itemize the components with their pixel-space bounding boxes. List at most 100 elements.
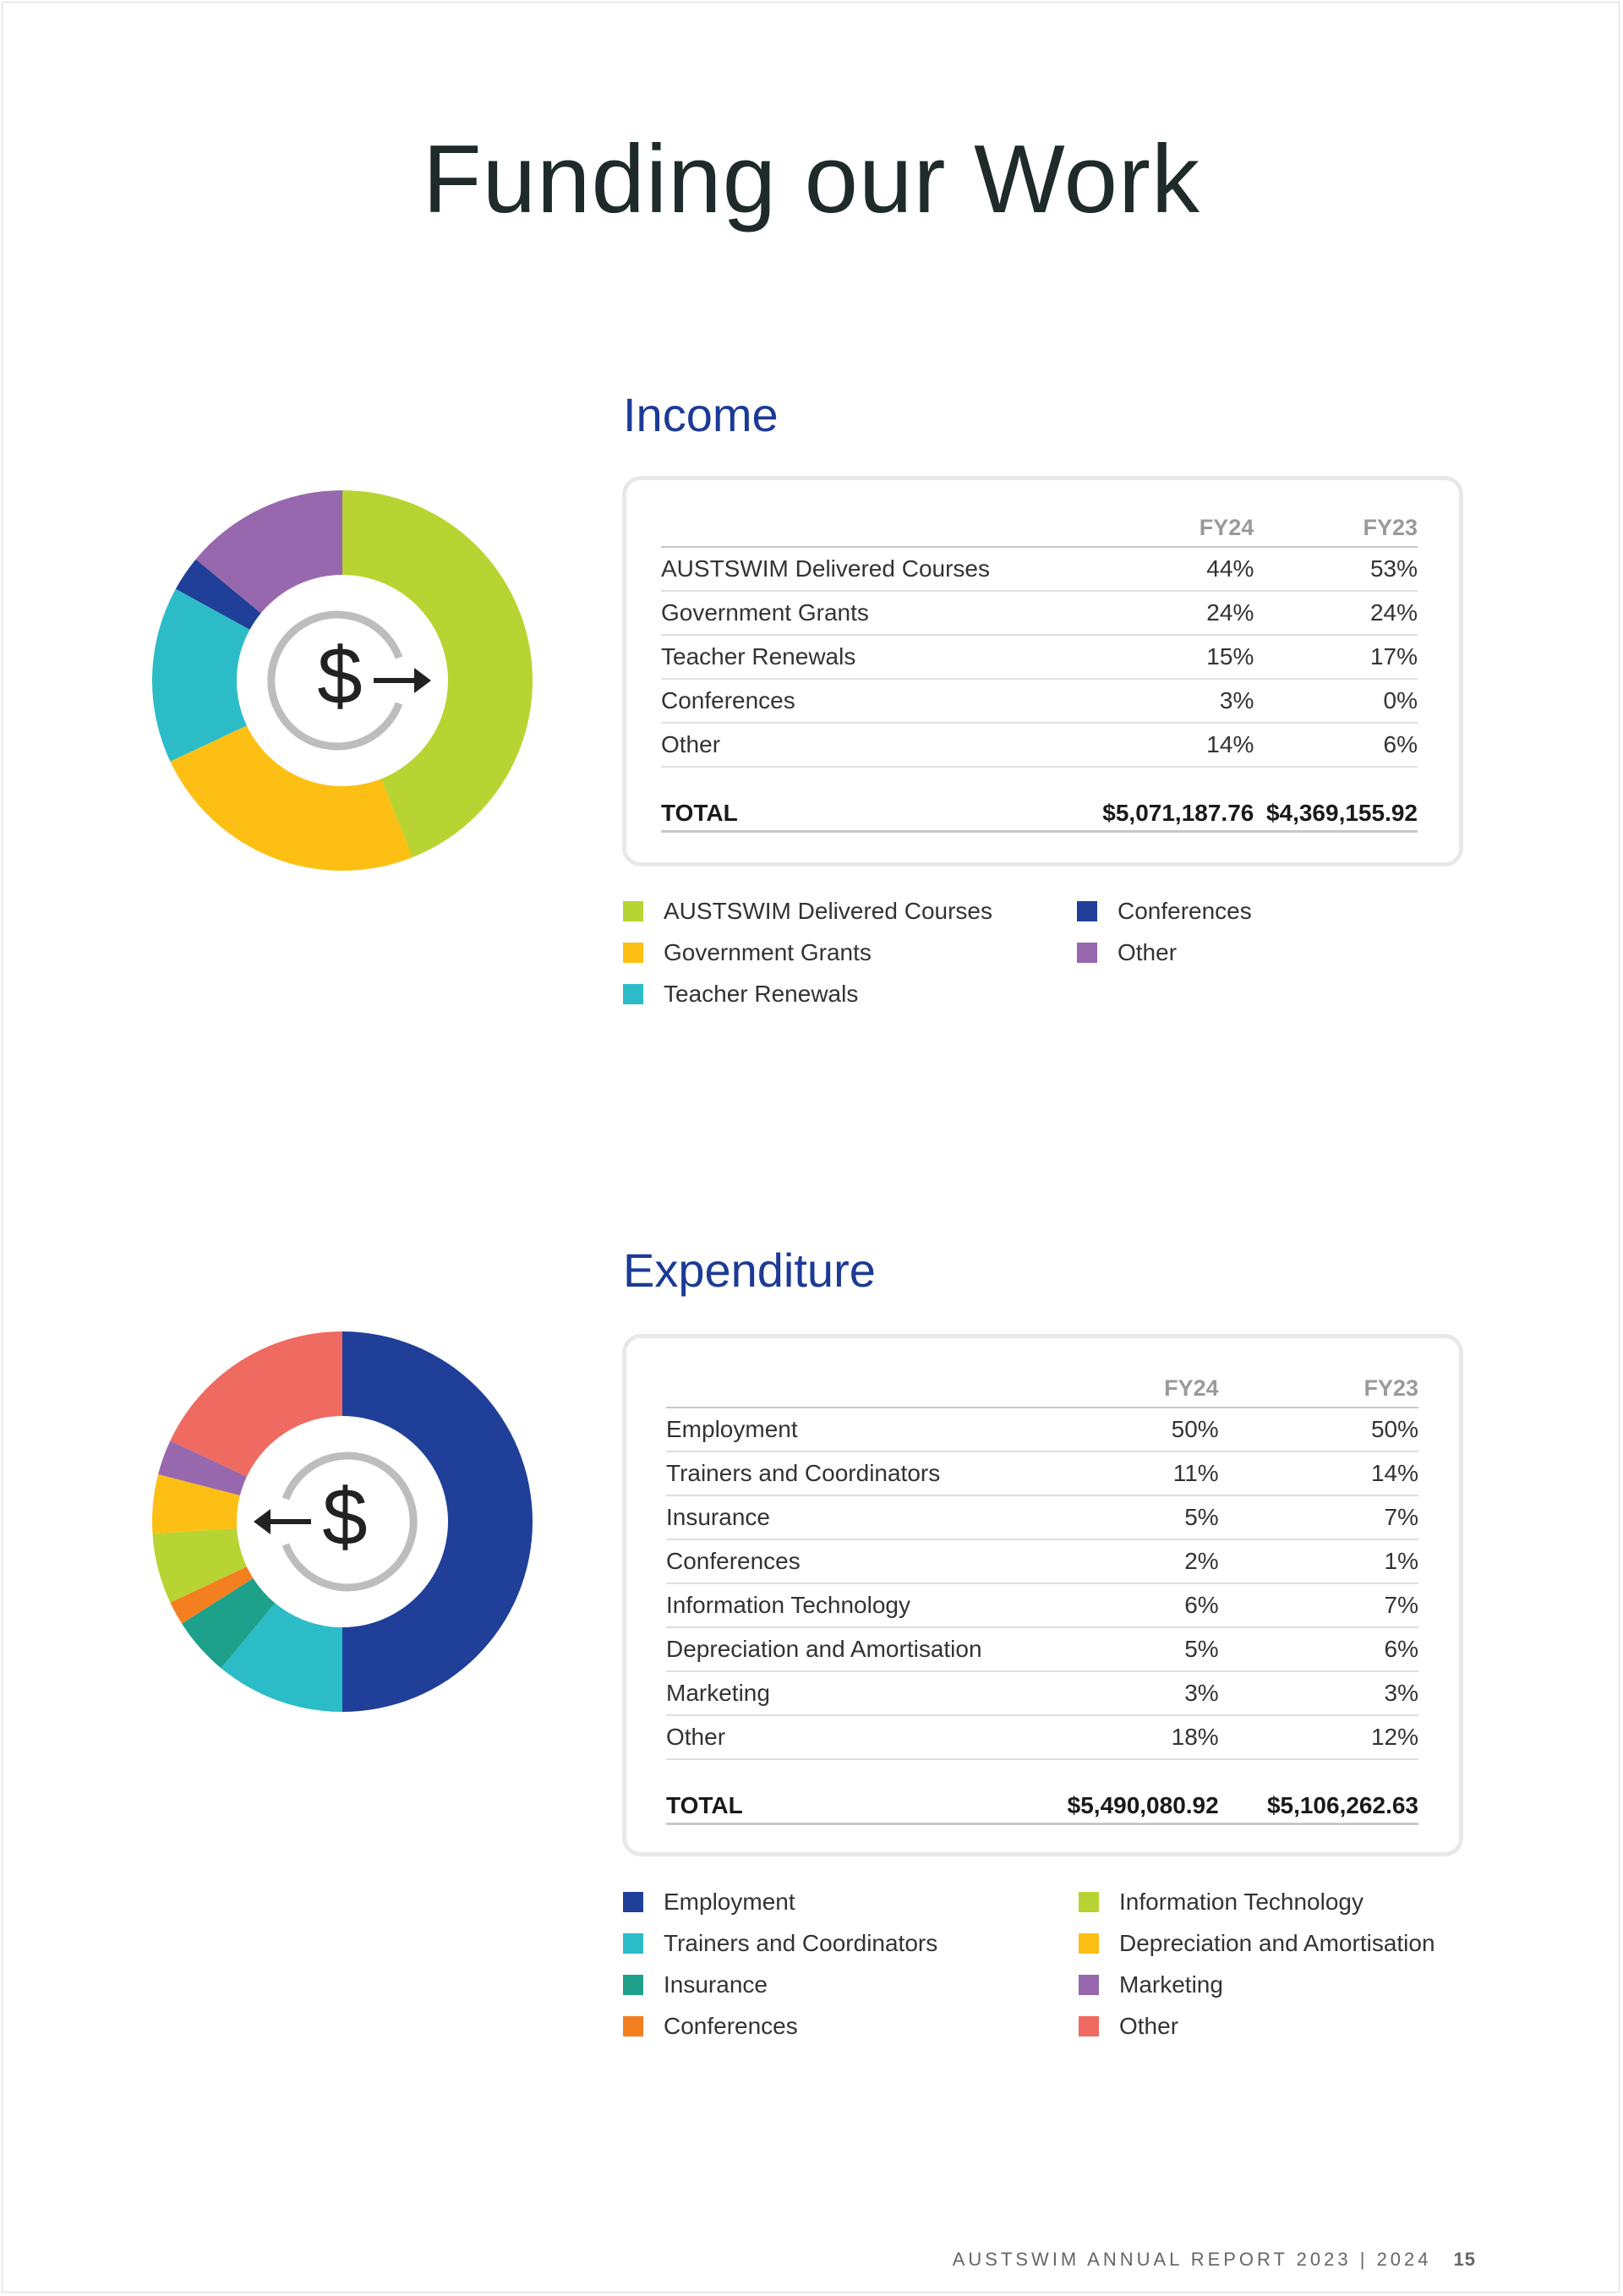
row-fy23: 6%: [1254, 723, 1418, 768]
row-fy23: 1%: [1218, 1539, 1418, 1584]
expenditure-slice-trainers-and-coordinators: [221, 1603, 342, 1712]
legend-swatch: [1079, 1892, 1099, 1912]
income-col-fy24: FY24: [1102, 499, 1254, 548]
legend-swatch: [1077, 943, 1097, 963]
row-fy23: 3%: [1218, 1671, 1418, 1716]
legend-label: Teacher Renewals: [664, 981, 859, 1007]
row-fy23: 14%: [1218, 1451, 1418, 1496]
row-label: Other: [661, 723, 1103, 768]
legend-label: Trainers and Coordinators: [664, 1930, 938, 1956]
row-fy24: 11%: [1067, 1451, 1219, 1496]
table-row: Other 18% 12%: [666, 1715, 1418, 1760]
row-fy24: 50%: [1067, 1408, 1219, 1452]
legend-item: Other: [1077, 939, 1177, 966]
legend-swatch: [1079, 1933, 1099, 1954]
svg-text:$: $: [317, 631, 362, 721]
legend-label: Other: [1118, 939, 1178, 965]
table-row: Information Technology 6% 7%: [666, 1583, 1418, 1628]
row-label: Conferences: [661, 679, 1103, 724]
row-fy24: 3%: [1102, 679, 1254, 724]
row-fy24: 18%: [1067, 1715, 1219, 1760]
row-fy24: 44%: [1102, 547, 1254, 592]
income-donut-chart: $: [152, 490, 533, 871]
total-row: TOTAL $5,071,187.76 $4,369,155.92: [661, 767, 1418, 833]
legend-label: Insurance: [664, 1971, 768, 1998]
legend-label: Depreciation and Amortisation: [1119, 1930, 1435, 1956]
expenditure-slice-information-technology: [152, 1528, 247, 1603]
legend-swatch: [623, 1892, 643, 1912]
row-fy24: 6%: [1067, 1583, 1219, 1628]
legend-item: Trainers and Coordinators: [623, 1930, 937, 1957]
row-label: Depreciation and Amortisation: [666, 1627, 1068, 1672]
legend-item: Teacher Renewals: [623, 981, 858, 1008]
legend-swatch: [623, 1975, 643, 1995]
row-fy23: 7%: [1218, 1583, 1418, 1628]
total-fy24: $5,490,080.92: [1067, 1759, 1219, 1825]
row-label: Conferences: [666, 1539, 1068, 1584]
row-label: Marketing: [666, 1671, 1068, 1716]
expenditure-slice-insurance: [182, 1577, 276, 1669]
legend-label: Government Grants: [664, 939, 872, 965]
row-fy24: 15%: [1102, 635, 1254, 680]
dollar-arrow-in-icon: $: [254, 1451, 418, 1592]
expenditure-heading: Expenditure: [623, 1244, 876, 1297]
legend-label: AUSTSWIM Delivered Courses: [664, 898, 992, 924]
income-slice-other: [195, 490, 342, 614]
legend-label: Information Technology: [1119, 1889, 1363, 1915]
row-label: Teacher Renewals: [661, 635, 1103, 680]
table-row: Trainers and Coordinators 11% 14%: [666, 1451, 1418, 1496]
income-slice-conferences: [175, 559, 261, 630]
row-fy23: 53%: [1254, 547, 1418, 592]
expenditure-slice-employment: [342, 1331, 533, 1712]
svg-text:$: $: [322, 1472, 367, 1562]
expenditure-slice-depreciation-and-amortisation: [152, 1474, 240, 1534]
table-row: Employment 50% 50%: [666, 1408, 1418, 1452]
income-slice-teacher-renewals: [152, 588, 250, 762]
total-label: TOTAL: [661, 767, 1103, 833]
legend-swatch: [623, 901, 643, 921]
legend-item: Conferences: [623, 2013, 798, 2040]
total-fy23: $4,369,155.92: [1254, 767, 1418, 833]
legend-item: Information Technology: [1079, 1889, 1363, 1916]
legend-label: Other: [1119, 2013, 1179, 2039]
legend-swatch: [623, 943, 643, 963]
legend-label: Conferences: [664, 2013, 798, 2039]
row-label: Government Grants: [661, 591, 1103, 636]
table-row: Other 14% 6%: [661, 723, 1418, 768]
total-fy24: $5,071,187.76: [1102, 767, 1254, 833]
row-label: Employment: [666, 1408, 1068, 1452]
row-fy23: 0%: [1254, 679, 1418, 724]
legend-swatch: [623, 1933, 643, 1954]
expenditure-slice-other: [170, 1331, 342, 1477]
row-label: AUSTSWIM Delivered Courses: [661, 547, 1103, 592]
row-label: Insurance: [666, 1495, 1068, 1540]
table-row: Conferences 3% 0%: [661, 679, 1418, 724]
table-row: Marketing 3% 3%: [666, 1671, 1418, 1716]
table-row: Insurance 5% 7%: [666, 1495, 1418, 1540]
row-fy24: 5%: [1067, 1495, 1219, 1540]
legend-swatch: [623, 2016, 643, 2036]
legend-swatch: [1077, 901, 1097, 921]
row-fy24: 5%: [1067, 1627, 1219, 1672]
row-fy23: 50%: [1218, 1408, 1418, 1452]
table-row: Government Grants 24% 24%: [661, 591, 1418, 636]
row-fy23: 6%: [1218, 1627, 1418, 1672]
row-label: Information Technology: [666, 1583, 1068, 1628]
legend-item: Other: [1079, 2013, 1178, 2040]
table-row: Depreciation and Amortisation 5% 6%: [666, 1627, 1418, 1672]
row-label: Trainers and Coordinators: [666, 1451, 1068, 1496]
row-fy23: 17%: [1254, 635, 1418, 680]
legend-swatch: [623, 984, 643, 1004]
table-row: AUSTSWIM Delivered Courses 44% 53%: [661, 547, 1418, 592]
expenditure-slice-marketing: [158, 1440, 247, 1495]
expenditure-table: FY24 FY23 Employment 50% 50% Trainers an…: [666, 1359, 1418, 1825]
legend-item: Employment: [623, 1889, 795, 1916]
table-row: Conferences 2% 1%: [666, 1539, 1418, 1584]
page-title: Funding our Work: [423, 126, 1200, 233]
expenditure-slice-conferences: [170, 1566, 254, 1624]
total-fy23: $5,106,262.63: [1218, 1759, 1418, 1825]
expenditure-col-fy23: FY23: [1218, 1359, 1418, 1408]
row-fy23: 24%: [1254, 591, 1418, 636]
expenditure-donut-chart: $: [152, 1331, 533, 1712]
